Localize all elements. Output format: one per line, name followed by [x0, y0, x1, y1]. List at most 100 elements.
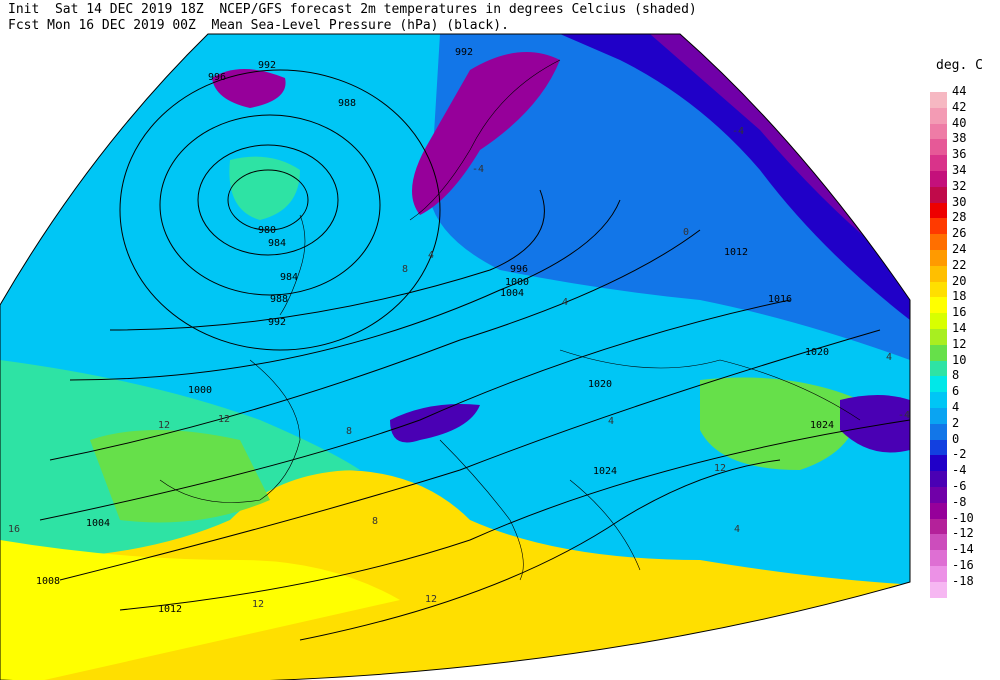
legend-label: -14 — [952, 542, 974, 557]
legend-swatch — [930, 518, 947, 535]
legend-label: 34 — [952, 162, 967, 177]
legend-swatch — [930, 186, 947, 203]
legend-row: 0 — [930, 432, 1000, 456]
isobar-label: 988 — [338, 98, 356, 109]
temperature-label: 4 — [886, 352, 892, 363]
legend-label: -4 — [952, 463, 967, 478]
temperature-label: 12 — [158, 420, 170, 431]
legend-row: 2 — [930, 416, 1000, 440]
temperature-label: -4 — [472, 164, 484, 175]
legend-row: 30 — [930, 195, 1000, 219]
legend-swatch — [930, 313, 947, 329]
legend-label: 4 — [952, 399, 960, 414]
legend-label: 2 — [952, 415, 960, 430]
header-line-1: Init Sat 14 DEC 2019 18Z NCEP/GFS foreca… — [8, 2, 697, 17]
isobar-label: 1000 — [188, 385, 212, 396]
legend-label: 20 — [952, 273, 967, 288]
legend-row: 34 — [930, 163, 1000, 187]
legend-row: -10 — [930, 511, 1000, 535]
isobars — [39, 69, 911, 641]
legend-label: -2 — [952, 447, 967, 462]
legend-swatch — [930, 392, 947, 408]
iceland-cold — [212, 69, 286, 108]
temperature-label: 4 — [562, 297, 568, 308]
legend-swatch — [930, 123, 947, 140]
isobar-label: 1008 — [36, 576, 60, 587]
isobar-label: 992 — [268, 317, 286, 328]
legend-row: 28 — [930, 210, 1000, 235]
header-line-2: Fcst Mon 16 DEC 2019 00Z Mean Sea-Level … — [8, 18, 509, 33]
isobar-label: 1004 — [500, 288, 524, 299]
isobar-label: 996 — [208, 72, 226, 83]
temperature-label: 0 — [683, 227, 689, 238]
legend-swatch — [930, 107, 947, 124]
legend-swatch — [930, 486, 947, 503]
isobar-label: 984 — [280, 272, 298, 283]
map-frame — [0, 33, 911, 680]
isobar-label: 1020 — [588, 379, 612, 390]
legend-label: 42 — [952, 99, 967, 114]
isobar-label: 1020 — [805, 347, 829, 358]
legend-title: deg. C — [936, 58, 983, 73]
temperature-label: 8 — [346, 426, 352, 437]
legend-label: 24 — [952, 241, 967, 256]
isobar-label: 992 — [258, 60, 276, 71]
legend-swatch — [930, 455, 947, 472]
temperature-label: 8 — [372, 516, 378, 527]
legend-swatch — [930, 234, 947, 250]
legend-row: 12 — [930, 337, 1000, 361]
legend-swatch — [930, 155, 947, 171]
north-cold-region — [430, 34, 910, 360]
isobar-label: 980 — [258, 225, 276, 236]
legend-swatch — [930, 328, 947, 345]
isobar-label: 1012 — [158, 604, 182, 615]
isobar — [69, 199, 621, 381]
temperature-label: 4 — [734, 524, 740, 535]
isobar — [119, 69, 441, 351]
legend-row: 24 — [930, 242, 1000, 266]
temperature-label: 12 — [252, 599, 264, 610]
legend-label: 6 — [952, 384, 960, 399]
legend-label: -12 — [952, 526, 974, 541]
legend-row: 40 — [930, 116, 1000, 140]
legend-row: 42 — [930, 100, 1000, 124]
coastline — [559, 349, 861, 421]
africa-yellow — [0, 540, 400, 680]
legend-label: 30 — [952, 194, 967, 209]
legend-row: -4 — [930, 463, 1000, 487]
temperature-label: 16 — [8, 524, 20, 535]
legend-label: 14 — [952, 320, 967, 335]
legend-label: -8 — [952, 494, 967, 509]
legend-row: -12 — [930, 526, 1000, 551]
isobar-labels: 992 996 1000 1000 1004 1004 1008 1012 10… — [36, 47, 834, 615]
legend-swatch — [930, 170, 947, 187]
temperature-label: 4 — [428, 250, 434, 261]
legend-swatch — [930, 202, 947, 219]
isobar-label: 996 — [510, 264, 528, 275]
isobar-label: 1012 — [724, 247, 748, 258]
isobar — [109, 189, 545, 331]
temperature-label: 12 — [714, 463, 726, 474]
legend-label: 8 — [952, 368, 960, 383]
isobar-label: 1024 — [810, 420, 834, 431]
legend-label: 22 — [952, 257, 967, 272]
isobar — [197, 144, 339, 256]
legend-swatch — [930, 281, 947, 298]
isobar-label: 1024 — [593, 466, 617, 477]
legend-swatch — [930, 550, 947, 566]
legend-label: 44 — [952, 84, 967, 98]
legend-row: -8 — [930, 495, 1000, 519]
legend-swatch — [930, 360, 947, 377]
legend-row: -14 — [930, 542, 1000, 566]
coastline — [569, 479, 641, 571]
legend-row: -6 — [930, 479, 1000, 503]
temperature-label: -4 — [732, 126, 744, 137]
legend-row: -2 — [930, 447, 1000, 472]
legend-label: 32 — [952, 178, 967, 193]
legend-row: 38 — [930, 131, 1000, 156]
legend-swatch — [930, 265, 947, 282]
legend-row: 4 — [930, 400, 1000, 424]
isobar — [299, 459, 781, 641]
legend-label: 16 — [952, 305, 967, 320]
coastline — [279, 214, 306, 316]
